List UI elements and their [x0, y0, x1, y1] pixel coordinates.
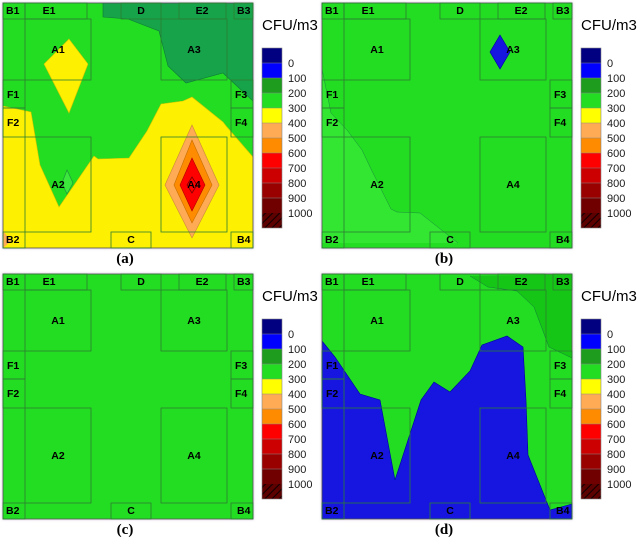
- svg-text:(d): (d): [435, 522, 453, 538]
- svg-text:(b): (b): [435, 251, 453, 267]
- svg-text:(c): (c): [117, 522, 134, 538]
- svg-text:(a): (a): [116, 251, 134, 267]
